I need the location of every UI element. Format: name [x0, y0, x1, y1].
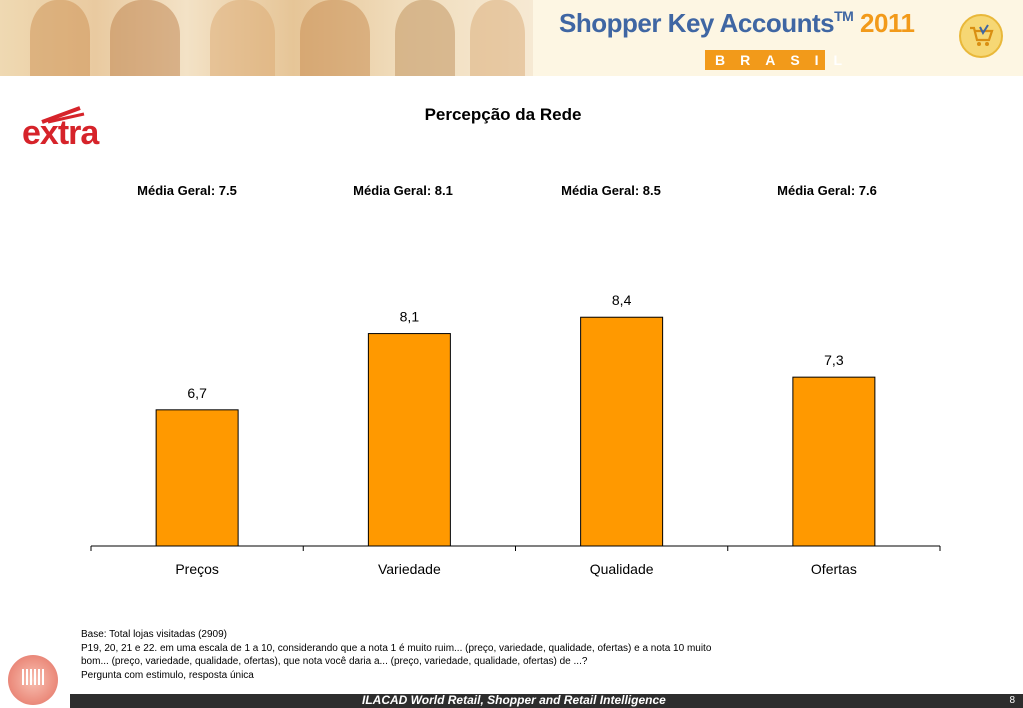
data-label: 8,4 — [612, 292, 632, 308]
brand-title: Shopper Key AccountsTM 2011 — [559, 8, 915, 38]
footnote-type: Pergunta com estimulo, resposta única — [81, 669, 254, 681]
footnote: Base: Total lojas visitadas (2909) P19, … — [81, 628, 841, 682]
page-number: 8 — [1009, 695, 1015, 706]
bar — [155, 409, 239, 547]
category-label: Preços — [175, 561, 219, 577]
extra-logo: extra — [22, 104, 118, 154]
header-photo — [0, 0, 533, 76]
brand-area: Shopper Key AccountsTM 2011 BRASIL — [533, 0, 1023, 76]
footnote-question: P19, 20, 21 e 22. em uma escala de 1 a 1… — [81, 642, 712, 654]
shopping-cart-icon — [959, 14, 1003, 58]
chart-title: Percepção da Rede — [424, 105, 582, 124]
footer-text: ILACAD World Retail, Shopper and Retail … — [362, 693, 666, 707]
bar — [792, 376, 876, 547]
footnote-question-cont: bom... (preço, variedade, qualidade, ofe… — [81, 656, 588, 667]
footnote-base: Base: Total lojas visitadas (2909) — [81, 629, 228, 640]
footer-bar: ILACAD World Retail, Shopper and Retail … — [70, 693, 1023, 708]
bar — [580, 316, 664, 547]
category-label: Variedade — [378, 561, 441, 577]
data-label: 7,3 — [824, 352, 844, 368]
category-label: Ofertas — [811, 561, 857, 577]
average-label: Média Geral: 8.1 — [353, 183, 453, 198]
category-label: Qualidade — [590, 561, 654, 577]
brand-subtitle: BRASIL — [705, 50, 842, 70]
header-banner: Shopper Key AccountsTM 2011 BRASIL — [0, 0, 1023, 76]
data-label: 6,7 — [187, 385, 207, 401]
bar — [367, 333, 451, 547]
average-label: Média Geral: 8.5 — [561, 183, 661, 198]
average-label: Média Geral: 7.5 — [137, 183, 237, 198]
bar-chart: 6,7 Preços 8,1 Variedade 8,4 Qualidade 7,3 Ofer… — [90, 292, 941, 577]
data-label: 8,1 — [400, 309, 420, 325]
average-label: Média Geral: 7.6 — [777, 183, 877, 198]
barcode-logo-icon — [8, 655, 58, 705]
